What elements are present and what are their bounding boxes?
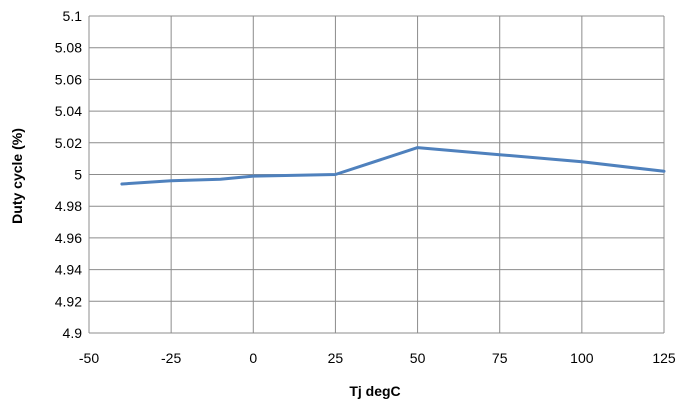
x-tick-label: -50 — [79, 350, 99, 366]
y-tick-label: 5.1 — [63, 8, 83, 24]
x-axis-tick-labels: -50 -25 0 25 50 75 100 125 — [79, 350, 676, 366]
y-tick-label: 4.92 — [55, 293, 82, 309]
y-tick-label: 4.98 — [55, 198, 82, 214]
x-tick-label: 0 — [249, 350, 257, 366]
x-tick-label: 25 — [328, 350, 344, 366]
y-tick-label: 4.9 — [63, 325, 83, 341]
x-tick-label: 50 — [410, 350, 426, 366]
y-axis-title: Duty cycle (%) — [9, 128, 25, 224]
y-tick-label: 5 — [74, 167, 82, 183]
y-tick-label: 5.08 — [55, 40, 82, 56]
x-axis-title: Tj degC — [349, 383, 400, 399]
x-tick-label: 100 — [570, 350, 594, 366]
y-tick-label: 4.96 — [55, 230, 82, 246]
series-line — [120, 146, 666, 186]
y-tick-label: 5.02 — [55, 135, 82, 151]
x-tick-label: -25 — [161, 350, 181, 366]
y-axis-tick-labels: 4.9 4.92 4.94 4.96 4.98 5 5.02 5.04 5.06 5.08 5.1 — [55, 8, 82, 341]
x-tick-label: 75 — [492, 350, 508, 366]
y-tick-label: 5.04 — [55, 103, 82, 119]
series-group — [120, 146, 666, 186]
grid-lines — [88, 15, 665, 334]
x-tick-label: 125 — [652, 350, 676, 366]
y-tick-label: 4.94 — [55, 262, 82, 278]
y-tick-label: 5.06 — [55, 71, 82, 87]
